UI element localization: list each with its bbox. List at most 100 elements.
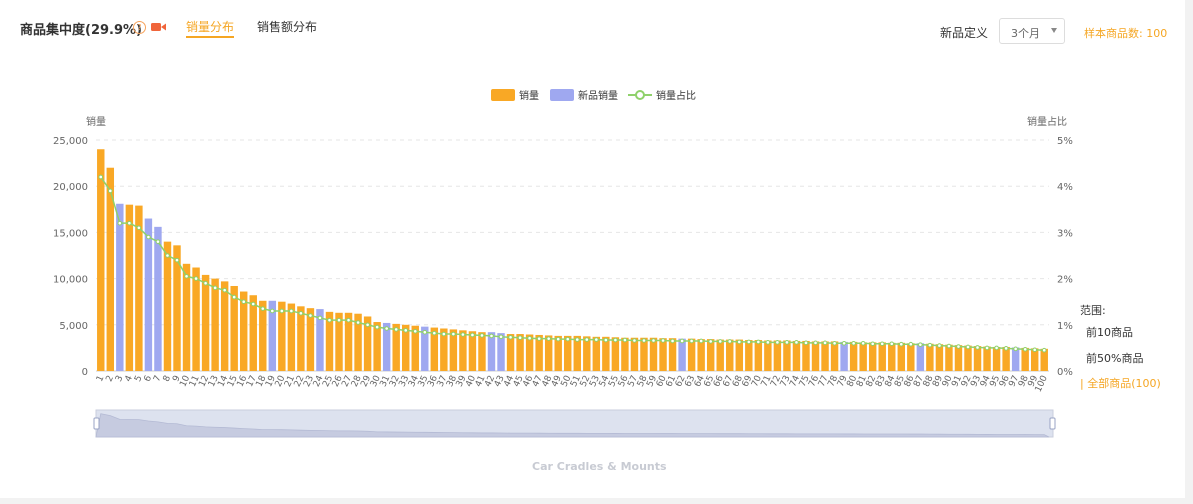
- x-tick-label: 70: [750, 374, 764, 389]
- bar-rank-76: [811, 341, 820, 371]
- bar-rank-80: [849, 341, 858, 371]
- y-tick-label: 15,000: [53, 228, 88, 239]
- range-option-top50pct[interactable]: 前50%商品: [1086, 352, 1144, 365]
- caret-down-icon: [1051, 28, 1057, 33]
- ratio-point-98: [1022, 346, 1028, 352]
- bar-rank-30: [373, 322, 381, 371]
- bar-rank-1: [97, 149, 105, 371]
- ratio-point-85: [898, 341, 904, 347]
- x-tick-label: 51: [569, 374, 583, 389]
- active-tab-indicator: [186, 36, 234, 38]
- bar-rank-27: [344, 312, 353, 371]
- legend-ratio-swatch[interactable]: [628, 89, 652, 101]
- ratio-point-29: [365, 322, 370, 328]
- legend-new-sales-label[interactable]: 新品销量: [578, 91, 618, 102]
- x-tick-label: 55: [607, 374, 621, 389]
- ratio-point-34: [412, 328, 418, 334]
- ratio-point-6: [146, 234, 151, 240]
- x-tick-label: 68: [731, 374, 745, 389]
- bar-rank-26: [335, 312, 343, 371]
- ratio-point-91: [956, 344, 961, 349]
- bar-rank-42: [487, 332, 496, 371]
- x-tick-label: 72: [769, 374, 783, 389]
- bar-rank-11: [192, 267, 200, 371]
- bar-rank-2: [106, 167, 115, 371]
- bar-rank-31: [382, 322, 391, 371]
- bar-rank-58: [640, 337, 648, 371]
- ratio-point-47: [536, 336, 542, 341]
- x-tick-label: 56: [617, 374, 631, 389]
- x-tick-label: 90: [941, 374, 955, 389]
- bar-rank-49: [554, 335, 562, 371]
- x-tick-label: 78: [826, 374, 840, 389]
- zoom-handle-left[interactable]: [93, 417, 100, 430]
- bar-rank-37: [440, 328, 448, 371]
- ratio-point-24: [317, 315, 323, 321]
- tab-revenue-distribution[interactable]: 销售额分布: [257, 20, 318, 34]
- bar-rank-43: [497, 333, 505, 371]
- y-tick-label: 0: [82, 367, 88, 378]
- ratio-point-26: [336, 317, 342, 323]
- ratio-point-87: [918, 342, 923, 347]
- x-tick-label: 61: [664, 374, 678, 389]
- y2-tick-label: 2%: [1057, 275, 1073, 286]
- ratio-point-17: [250, 301, 256, 307]
- ratio-point-96: [1003, 346, 1009, 351]
- x-tick-label: 36: [426, 374, 440, 389]
- bar-rank-38: [449, 329, 458, 371]
- ratio-point-68: [736, 339, 742, 345]
- bar-rank-50: [564, 335, 572, 371]
- bar-rank-23: [306, 308, 315, 371]
- x-tick-label: 95: [988, 374, 1002, 389]
- ratio-point-99: [1032, 347, 1038, 353]
- ratio-point-49: [555, 336, 561, 342]
- bar-rank-24: [316, 309, 324, 371]
- ratio-point-56: [622, 337, 628, 343]
- bar-rank-83: [878, 342, 886, 371]
- ratio-point-45: [517, 335, 523, 341]
- bar-rank-52: [583, 336, 591, 371]
- help-icon[interactable]: ?: [133, 21, 146, 34]
- legend-sales-label[interactable]: 销量: [519, 91, 539, 102]
- legend-sales-swatch[interactable]: [491, 89, 515, 101]
- zoom-handle-right[interactable]: [1049, 417, 1056, 430]
- ratio-point-48: [546, 336, 551, 341]
- ratio-point-39: [460, 332, 466, 337]
- legend-ratio-label[interactable]: 销量占比: [656, 91, 696, 102]
- x-tick-label: 35: [417, 374, 431, 389]
- bar-rank-85: [897, 342, 906, 371]
- ratio-point-64: [698, 338, 704, 344]
- x-tick-label: 9: [171, 374, 183, 384]
- x-tick-label: 96: [998, 374, 1012, 389]
- ratio-point-2: [107, 188, 113, 194]
- x-tick-label: 48: [540, 374, 554, 389]
- bar-rank-67: [726, 339, 734, 371]
- y-tick-label: 25,000: [53, 136, 88, 147]
- bar-rank-81: [859, 342, 867, 371]
- video-camera-icon[interactable]: [151, 22, 166, 32]
- bar-rank-40: [468, 331, 477, 371]
- ratio-point-22: [298, 310, 304, 316]
- x-tick-label: 25: [321, 374, 335, 389]
- legend-new-sales-swatch[interactable]: [550, 89, 574, 101]
- y-tick-label: 10,000: [53, 275, 88, 286]
- bar-rank-12: [201, 274, 210, 371]
- x-tick-label: 64: [693, 374, 707, 389]
- x-tick-label: 19: [264, 374, 278, 389]
- bar-rank-41: [478, 332, 486, 371]
- tab-sales-distribution[interactable]: 销量分布: [186, 20, 235, 34]
- x-tick-label: 62: [674, 374, 688, 389]
- new-product-definition-select[interactable]: 3个月: [999, 18, 1065, 44]
- range-option-all[interactable]: | 全部商品(100): [1080, 377, 1161, 390]
- bar-rank-66: [716, 339, 724, 371]
- ratio-point-54: [603, 337, 609, 343]
- ratio-point-20: [279, 308, 285, 314]
- ratio-point-40: [470, 332, 475, 338]
- x-tick-label: 21: [283, 374, 297, 389]
- bar-rank-62: [678, 338, 686, 371]
- ratio-point-28: [355, 320, 361, 325]
- x-tick-label: 93: [969, 374, 983, 389]
- bar-rank-61: [668, 338, 677, 371]
- range-option-top10[interactable]: 前10商品: [1086, 326, 1133, 339]
- ratio-point-70: [756, 339, 761, 345]
